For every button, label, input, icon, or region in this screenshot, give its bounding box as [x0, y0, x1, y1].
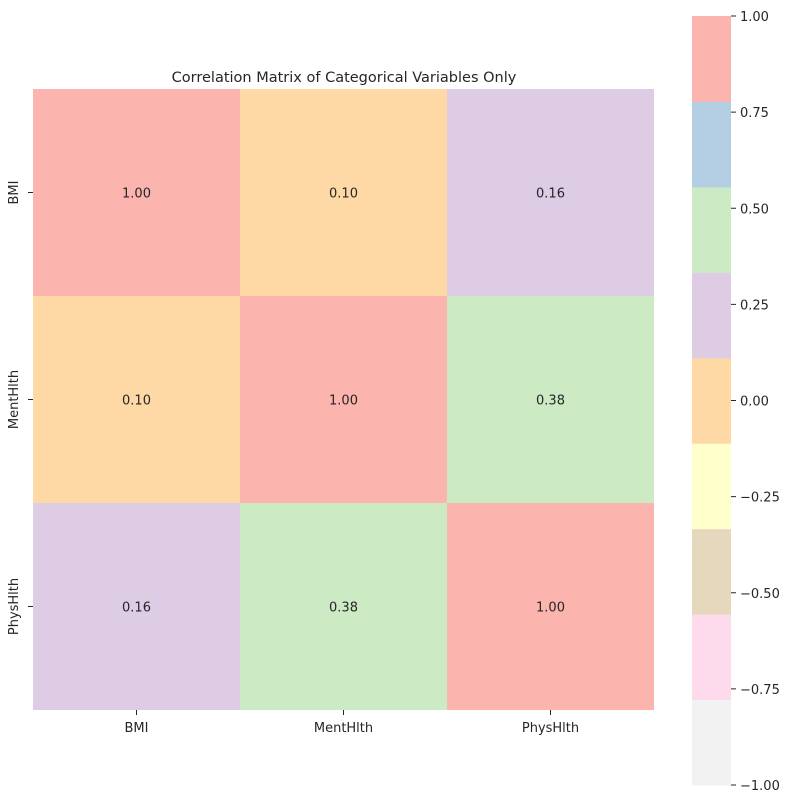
cell-annotation-0-0: 1.00 — [122, 187, 151, 202]
heatmap-cell-1-0 — [33, 296, 240, 503]
cell-annotation-1-1: 1.00 — [329, 394, 358, 409]
y-axis: BMI MentHlth PhysHlth — [7, 181, 33, 635]
cell-annotation-2-2: 1.00 — [536, 601, 565, 616]
heatmap-cell-0-1 — [240, 89, 447, 296]
colorbar-tick-label: −0.75 — [740, 683, 780, 698]
heatmap-cell-2-1 — [240, 503, 447, 710]
cell-annotation-1-0: 0.10 — [122, 394, 151, 409]
chart-title: Correlation Matrix of Categorical Variab… — [172, 70, 517, 86]
x-tick-label: BMI — [125, 721, 149, 736]
cell-annotation-0-2: 0.16 — [536, 187, 565, 202]
heatmap-cell-0-0 — [33, 89, 240, 296]
colorbar-tick-label: 0.25 — [740, 298, 769, 313]
colorbar-bin-5 — [692, 272, 731, 359]
cell-annotation-1-2: 0.38 — [536, 394, 565, 409]
y-tick-label: BMI — [7, 181, 22, 205]
x-tick-label: MentHlth — [314, 721, 373, 736]
colorbar-tick-label: 0.75 — [740, 106, 769, 121]
heatmap-cell-2-0 — [33, 503, 240, 710]
colorbar-tick-label: −0.50 — [740, 587, 780, 602]
colorbar-tick-label: −0.25 — [740, 491, 780, 506]
cell-annotation-0-1: 0.10 — [329, 187, 358, 202]
colorbar-bin-3 — [692, 443, 731, 530]
colorbar-tick-label: 1.00 — [740, 10, 769, 25]
heatmap-cells — [33, 89, 654, 710]
heatmap-cell-0-2 — [447, 89, 654, 296]
colorbar-bin-7 — [692, 101, 731, 188]
cell-annotation-2-1: 0.38 — [329, 601, 358, 616]
heatmap-annotations: 1.00 0.10 0.16 0.10 1.00 0.38 0.16 0.38 1.00 — [122, 187, 565, 616]
heatmap-cell-1-1 — [240, 296, 447, 503]
colorbar-bin-4 — [692, 357, 731, 444]
colorbar-bin-0 — [692, 699, 731, 786]
colorbar-tick-label: −1.00 — [740, 779, 780, 794]
colorbar-bin-2 — [692, 528, 731, 615]
colorbar-tick-label: 0.00 — [740, 395, 769, 410]
colorbar-bin-6 — [692, 186, 731, 273]
heatmap-cell-1-2 — [447, 296, 654, 503]
x-tick-label: PhysHlth — [522, 721, 579, 736]
colorbar-tick-label: 0.50 — [740, 202, 769, 217]
colorbar: 1.00 0.75 0.50 0.25 0.00 −0.25 −0.50 −0.75 −1.00 — [692, 10, 780, 794]
y-tick-label: PhysHlth — [7, 578, 22, 635]
x-axis: BMI MentHlth PhysHlth — [125, 710, 579, 736]
heatmap-cell-2-2 — [447, 503, 654, 710]
y-tick-label: MentHlth — [7, 370, 22, 429]
colorbar-bin-8 — [692, 16, 731, 102]
cell-annotation-2-0: 0.16 — [122, 601, 151, 616]
colorbar-bin-1 — [692, 614, 731, 701]
